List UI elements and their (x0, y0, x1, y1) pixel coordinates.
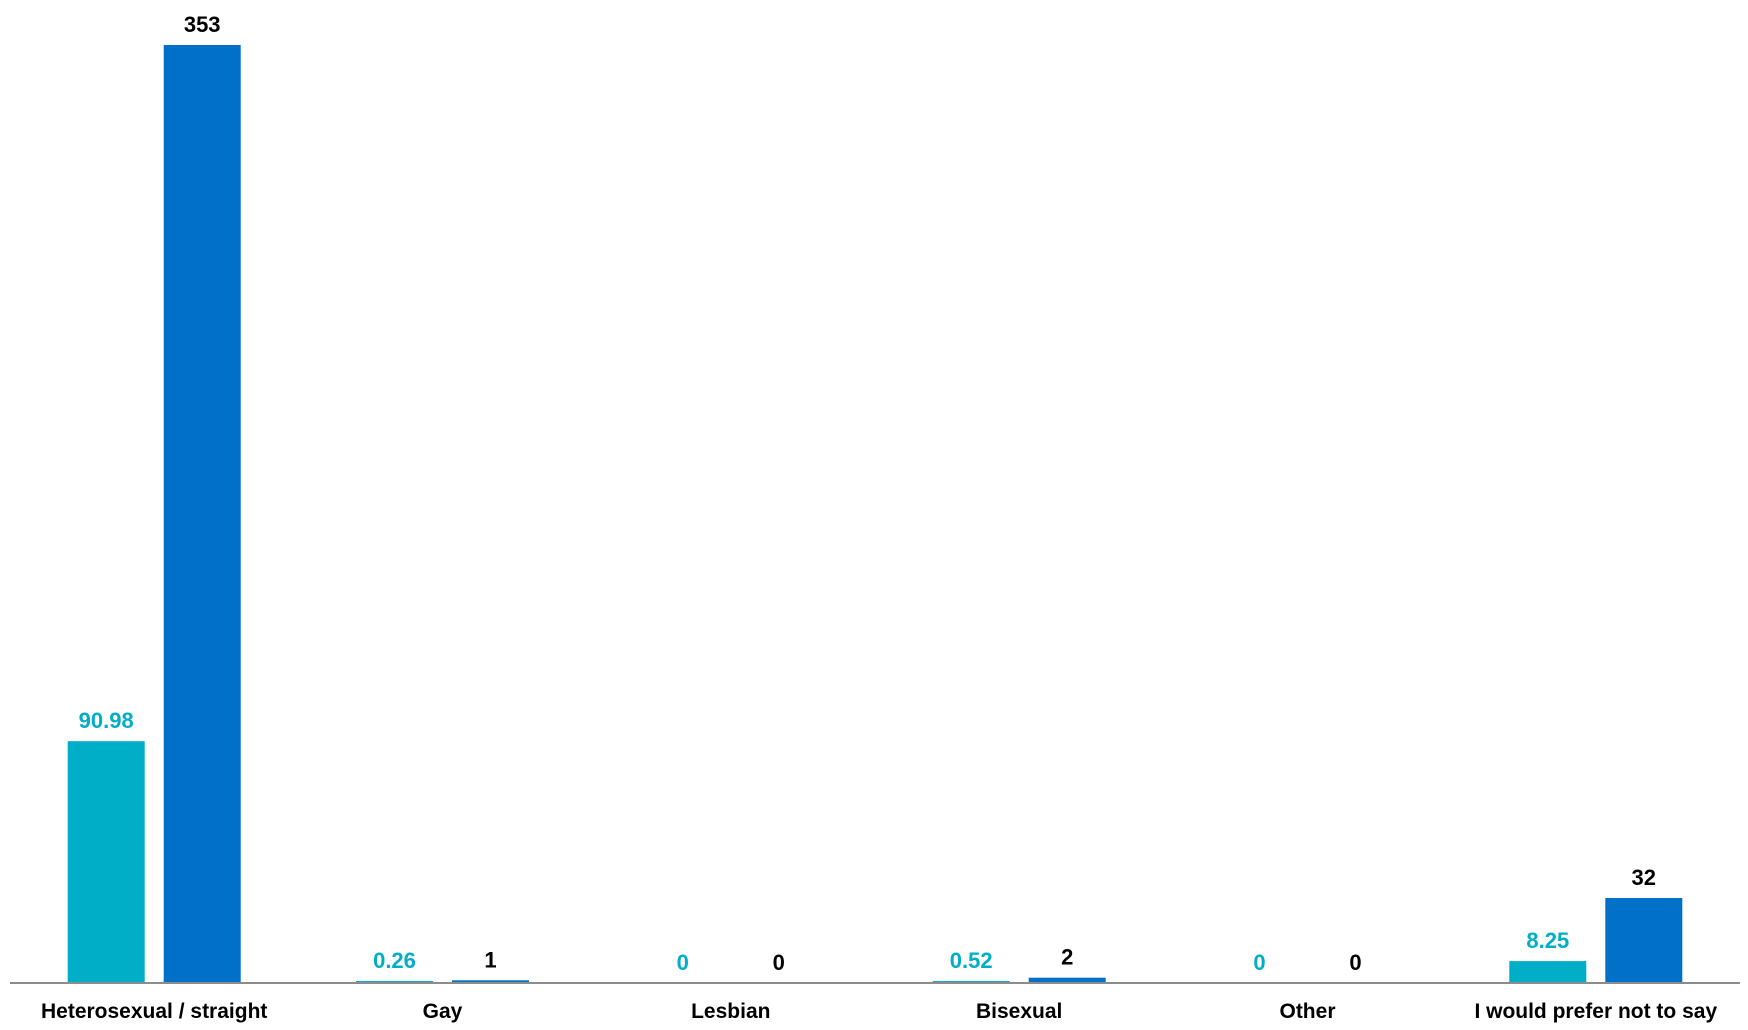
bar-series1-5 (1509, 961, 1587, 983)
value-label-series2-1: 1 (484, 947, 496, 972)
category-label-5: I would prefer not to say (1474, 1000, 1717, 1023)
value-label-series2-4: 0 (1349, 950, 1361, 975)
category-label-1: Gay (423, 1000, 463, 1023)
bar-group (67, 45, 1683, 983)
value-label-series2-2: 0 (773, 950, 785, 975)
value-label-series1-2: 0 (677, 950, 689, 975)
value-label-series2-0: 353 (184, 12, 221, 37)
category-label-group: Heterosexual / straight Gay Lesbian Bisexua… (41, 1000, 1717, 1023)
value-label-series2-5: 32 (1632, 865, 1656, 890)
bar-series1-0 (67, 741, 145, 983)
value-label-series1-4: 0 (1253, 950, 1265, 975)
value-label-group: 90.98 353 0.26 1 0 0 0.52 2 0 0 8.25 32 (79, 12, 1656, 975)
value-label-series1-0: 90.98 (79, 708, 134, 733)
category-label-4: Other (1279, 1000, 1335, 1023)
category-label-3: Bisexual (976, 1000, 1062, 1023)
category-label-0: Heterosexual / straight (41, 1000, 267, 1023)
bar-series2-5 (1605, 898, 1683, 983)
value-label-series1-5: 8.25 (1526, 928, 1569, 953)
bar-series2-0 (163, 45, 241, 983)
value-label-series2-3: 2 (1061, 945, 1073, 970)
value-label-series1-1: 0.26 (373, 948, 416, 973)
value-label-series1-3: 0.52 (950, 948, 993, 973)
category-label-2: Lesbian (691, 1000, 770, 1023)
bar-series2-1 (452, 980, 529, 983)
bar-series2-3 (1028, 977, 1106, 983)
